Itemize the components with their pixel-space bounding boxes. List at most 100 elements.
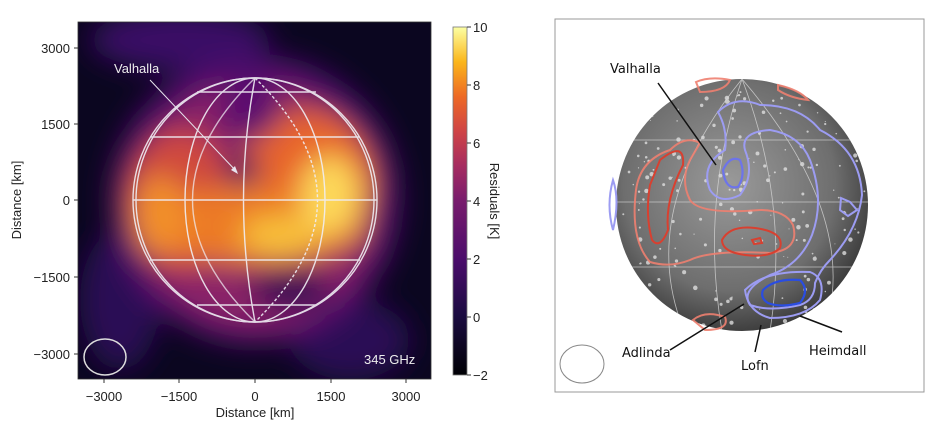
x-axis: −3000 −1500 0 1500 3000 Distance [km] xyxy=(86,379,421,420)
crater-speckle xyxy=(699,217,703,221)
crater-speckle xyxy=(638,203,640,205)
crater-speckle xyxy=(803,305,808,310)
colorbar-tick: 4 xyxy=(473,194,480,209)
crater-speckle xyxy=(773,171,776,174)
crater-speckle xyxy=(824,122,827,126)
crater-speckle xyxy=(644,156,648,159)
y-tick: −1500 xyxy=(33,270,70,285)
lofn-label: Lofn xyxy=(741,359,769,374)
crater-speckle xyxy=(638,226,641,229)
crater-speckle xyxy=(731,140,736,145)
crater-speckle xyxy=(753,161,755,164)
crater-speckle xyxy=(834,243,836,245)
crater-speckle xyxy=(644,141,648,145)
x-tick: 0 xyxy=(251,389,258,404)
crater-speckle xyxy=(701,135,705,140)
crater-speckle xyxy=(827,280,831,285)
crater-speckle xyxy=(766,178,770,183)
beam-ellipse xyxy=(559,344,605,384)
crater-speckle xyxy=(649,172,654,177)
crater-speckle xyxy=(838,164,841,167)
crater-speckle xyxy=(788,228,790,230)
crater-speckle xyxy=(791,217,796,222)
crater-speckle xyxy=(725,172,729,176)
crater-speckle xyxy=(714,145,718,149)
crater-speckle xyxy=(731,117,734,120)
crater-speckle xyxy=(733,212,737,216)
crater-speckle xyxy=(863,190,866,193)
colorbar-label: Residuals [K] xyxy=(487,163,502,240)
crater-speckle xyxy=(824,290,827,293)
crater-speckle xyxy=(815,163,819,167)
crater-speckle xyxy=(704,96,709,101)
crater-speckle xyxy=(719,302,723,306)
crater-speckle xyxy=(782,319,788,324)
crater-speckle xyxy=(647,283,652,287)
crater-speckle xyxy=(674,259,679,263)
crater-speckle xyxy=(785,120,788,123)
crater-speckle xyxy=(668,176,672,180)
colorbar-tick: 10 xyxy=(473,20,487,35)
feature-labels xyxy=(657,82,843,353)
crater-speckle xyxy=(657,278,661,282)
crater-speckle xyxy=(855,159,858,163)
crater-speckle xyxy=(769,175,771,177)
crater-speckle xyxy=(637,209,640,211)
crater-speckle xyxy=(843,228,846,232)
crater-speckle xyxy=(729,297,733,301)
crater-speckle xyxy=(738,219,741,222)
crater-speckle xyxy=(812,147,816,152)
crater-speckle xyxy=(643,161,646,163)
crater-speckle xyxy=(677,178,681,182)
crater-speckle xyxy=(674,247,677,250)
y-tick: 1500 xyxy=(41,117,70,132)
crater-speckle xyxy=(659,247,662,250)
crater-speckle xyxy=(732,108,737,113)
crater-speckle xyxy=(632,183,634,186)
crater-speckle xyxy=(801,210,805,214)
valhalla-annotation: Valhalla xyxy=(114,61,238,174)
crater-speckle xyxy=(699,103,704,108)
crater-speckle xyxy=(728,188,731,191)
colorbar-tick: 8 xyxy=(473,78,480,93)
crater-speckle xyxy=(812,256,817,261)
crater-speckle xyxy=(807,166,810,169)
crater-speckle xyxy=(857,208,859,210)
crater-speckle xyxy=(726,299,730,304)
crater-speckle xyxy=(717,148,722,153)
crater-speckle xyxy=(770,214,772,216)
crater-speckle xyxy=(644,188,649,194)
crater-speckle xyxy=(835,132,838,135)
crater-speckle xyxy=(679,232,682,236)
x-tick: 1500 xyxy=(317,389,346,404)
crater-speckle xyxy=(627,170,631,174)
y-tick: −3000 xyxy=(33,347,70,362)
crater-speckle xyxy=(729,207,735,212)
crater-speckle xyxy=(652,168,655,171)
crater-speckle xyxy=(781,297,784,300)
crater-speckle xyxy=(649,119,651,121)
residual-map: Valhalla 345 GHz xyxy=(78,22,431,379)
x-axis-label: Distance [km] xyxy=(216,405,295,420)
crater-speckle xyxy=(672,153,675,157)
adlinda-label: Adlinda xyxy=(622,346,671,361)
x-tick: −3000 xyxy=(86,389,123,404)
crater-speckle xyxy=(811,252,814,255)
crater-speckle xyxy=(671,176,673,178)
crater-speckle xyxy=(783,167,788,171)
crater-speckle xyxy=(780,96,784,100)
crater-speckle xyxy=(795,239,798,242)
crater-speckle xyxy=(806,130,809,133)
crater-speckle xyxy=(682,270,687,275)
crater-speckle xyxy=(622,213,625,216)
y-tick: 3000 xyxy=(41,41,70,56)
x-tick: 3000 xyxy=(392,389,421,404)
crater-speckle xyxy=(796,225,801,230)
crater-speckle xyxy=(743,97,747,101)
crater-speckle xyxy=(653,255,657,259)
y-tick: 0 xyxy=(63,193,70,208)
crater-speckle xyxy=(772,99,775,102)
crater-speckle xyxy=(693,233,695,235)
crater-speckle xyxy=(779,112,782,115)
